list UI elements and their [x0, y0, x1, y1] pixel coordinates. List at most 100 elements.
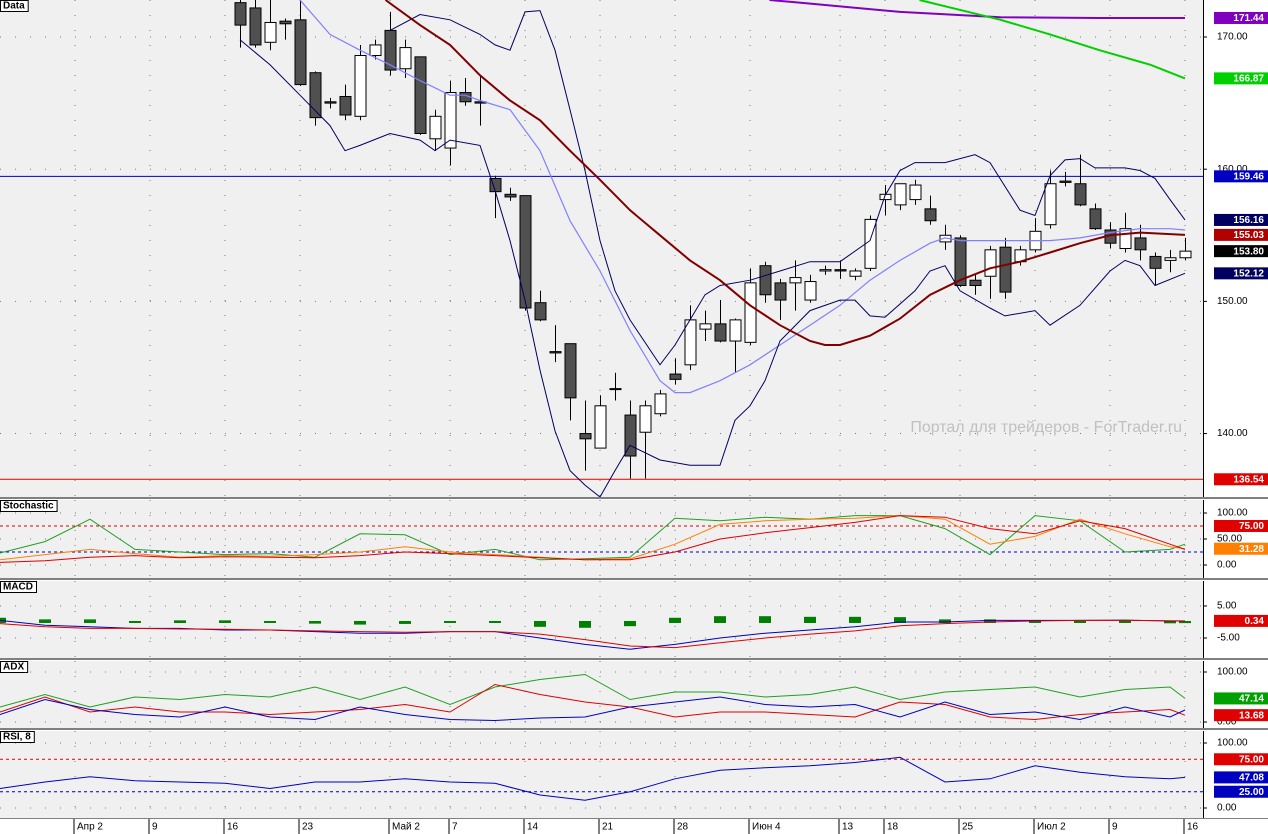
y-tick-label: 0.00 [1217, 803, 1237, 814]
x-axis-background [0, 819, 1268, 834]
watermark: Портал для трейдеров - ForTrader.ru [910, 419, 1182, 436]
price-marker-label: 156.16 [1233, 215, 1264, 226]
indicator-line [0, 515, 1186, 563]
indicator-line [0, 673, 1186, 708]
x-tick-label: Май 2 [392, 822, 420, 833]
x-tick-label: 25 [962, 822, 974, 833]
price-marker-label: 47.08 [1239, 773, 1264, 784]
y-tick-label: 5.00 [1217, 601, 1237, 612]
price-marker-label: 171.44 [1233, 13, 1264, 24]
panel-title-box [0, 731, 35, 743]
histogram-bar [1029, 620, 1041, 623]
indicator-line [769, 0, 1185, 19]
candle-body [324, 101, 337, 104]
x-tick-label: 21 [602, 822, 614, 833]
candle-body [729, 319, 742, 342]
histogram-bar [804, 616, 816, 623]
candle-body [1164, 257, 1177, 261]
candle-body [894, 183, 907, 206]
histogram-bar [264, 620, 276, 623]
candle-body [1149, 255, 1162, 269]
indicator-line [0, 696, 1186, 722]
candle-body [354, 55, 367, 117]
panel-title-box [0, 0, 29, 12]
price-marker [1214, 228, 1268, 241]
panel-title: Stochastic [3, 501, 54, 512]
histogram-bar [984, 619, 996, 623]
candle-body [384, 29, 397, 71]
price-marker-label: 31.28 [1239, 544, 1264, 555]
price-marker [1214, 709, 1268, 722]
candle-body [519, 195, 532, 309]
candle-body [294, 19, 307, 86]
candle-body [774, 282, 787, 301]
panel-background [0, 731, 1203, 818]
price-marker [1214, 213, 1268, 226]
histogram-bar [309, 620, 321, 624]
x-tick-label: Июл 2 [1037, 822, 1066, 833]
indicator-line [384, 0, 1186, 346]
candle-body [249, 7, 262, 46]
x-tick-label: 16 [1187, 822, 1199, 833]
x-tick-label: 16 [227, 822, 239, 833]
candle-body [1059, 180, 1072, 183]
histogram-bar [669, 617, 681, 623]
candle-body [984, 249, 997, 277]
histogram-bar [219, 620, 231, 623]
y-tick-label: 100.00 [1217, 738, 1248, 749]
candle-body [999, 246, 1012, 293]
price-marker-label: 0.34 [1245, 616, 1265, 627]
candle-body [504, 193, 517, 198]
candle-body [669, 373, 682, 380]
price-marker [1214, 771, 1268, 784]
candle-body [594, 405, 607, 449]
y-tick-label: 140.00 [1217, 428, 1248, 439]
histogram-bar [354, 620, 366, 625]
histogram-bar [714, 616, 726, 623]
price-marker-label: 155.03 [1233, 230, 1264, 241]
price-marker [1214, 72, 1268, 85]
candle-body [429, 115, 442, 140]
candle-body [234, 2, 247, 26]
indicator-line [0, 756, 1186, 801]
price-marker-label: 13.68 [1239, 710, 1264, 721]
histogram-bar [39, 619, 51, 623]
candle-body [414, 56, 427, 135]
plot-area [0, 661, 1203, 728]
candle-body [1074, 183, 1087, 206]
x-tick-label: 28 [677, 822, 689, 833]
candle-body [1134, 237, 1147, 251]
price-marker-label: 159.46 [1233, 171, 1264, 182]
candle-body [639, 405, 652, 433]
histogram-bar [534, 620, 546, 627]
histogram-bar [624, 620, 636, 627]
candle-body [369, 44, 382, 57]
candle-body [339, 95, 352, 116]
y-tick-label: 0.00 [1217, 717, 1237, 728]
panel-title: Data [3, 1, 25, 12]
price-marker [1214, 614, 1268, 627]
price-marker [1214, 753, 1268, 766]
x-tick-label: 9 [152, 822, 158, 833]
price-marker [1214, 473, 1268, 486]
candle-body [954, 237, 967, 287]
candle-body [264, 21, 277, 43]
candle-body [714, 323, 727, 342]
candle-body [309, 72, 322, 119]
candle-body [444, 92, 457, 149]
x-tick-label: Апр 2 [77, 822, 103, 833]
y-tick-label: 50.00 [1217, 534, 1242, 545]
panel-background [0, 581, 1203, 658]
indicator-line [299, 0, 1186, 394]
price-marker-label: 25.00 [1239, 787, 1264, 798]
plot-area [0, 500, 1203, 578]
histogram-bar [444, 620, 456, 623]
price-marker-label: 136.54 [1233, 474, 1264, 485]
x-tick-label: 9 [1112, 822, 1118, 833]
price-marker [1214, 170, 1268, 183]
price-marker [1214, 11, 1268, 24]
candle-body [549, 351, 562, 354]
candle-body [789, 277, 802, 284]
candle-body [1119, 228, 1132, 249]
